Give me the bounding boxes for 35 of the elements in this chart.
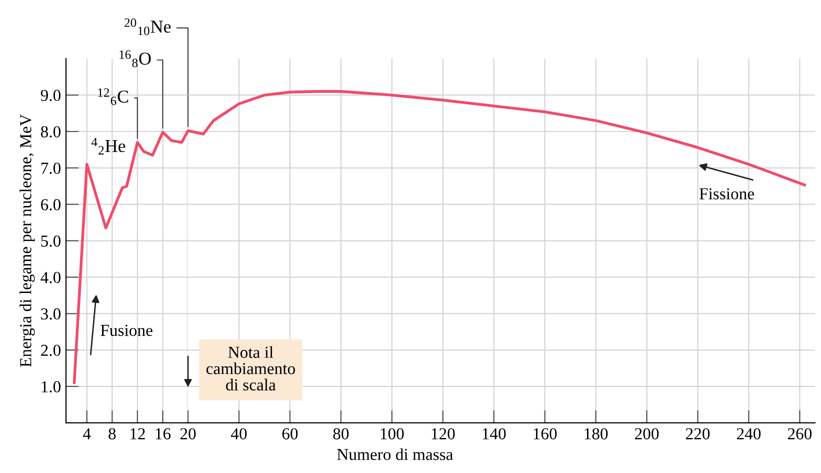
y-tick-label: 7.0 [41,162,61,174]
y-tick-label: 4.0 [40,272,61,284]
x-tick-label: 20 [180,428,196,440]
x-tick-label: 220 [686,428,710,440]
annotation: $^{12}$$_{6}$C [98,88,128,106]
y-tick-label: 2.0 [41,344,61,356]
x-tick-label: 260 [788,428,812,440]
x-tick-label: 200 [635,428,659,440]
annotation: $^{20}$$_{10}$Ne [124,18,171,36]
annotation: Nota il cambiamento di scala [206,346,295,390]
x-tick-label: 120 [432,428,455,440]
annotation: Fissione [699,188,754,200]
y-axis-title: Energia di legame per nucleone, MeV [20,114,35,367]
y-tick-label: 8.0 [40,126,61,138]
y-tick-label: 3.0 [41,308,61,320]
x-tick-label: 160 [534,428,557,440]
x-tick-label: 100 [380,428,404,440]
x-tick-label: 180 [584,428,608,440]
annotation: Fusione [100,324,152,336]
y-tick-label: 5.0 [41,235,61,247]
x-axis-title: Numero di massa [337,448,454,460]
y-tick-label: 1.0 [42,381,61,392]
y-tick-label: 6.0 [41,199,61,210]
x-tick-label: 60 [282,428,298,440]
annotation: $^{16}$$_{8}$O [120,50,151,68]
x-tick-label: 80 [333,428,349,440]
y-tick-label: 9.0 [40,90,61,102]
x-tick-label: 16 [156,428,171,440]
x-tick-label: 8 [108,428,116,440]
x-tick-label: 4 [83,428,91,440]
x-tick-label: 240 [736,428,761,440]
x-tick-label: 140 [482,428,506,440]
x-tick-label: 40 [230,428,247,440]
annotation: $^{4}$$_{2}$He [91,138,126,154]
x-tick-label: 12 [130,428,145,440]
